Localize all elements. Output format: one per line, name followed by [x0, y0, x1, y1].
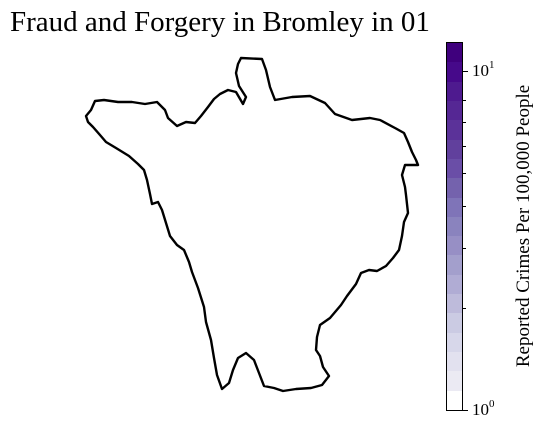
- colorbar: [446, 42, 463, 411]
- colorbar-step: [447, 274, 462, 295]
- colorbar-tick-label-1: 100: [472, 398, 495, 419]
- colorbar-step: [447, 236, 462, 256]
- colorbar-step: [447, 197, 462, 217]
- colorbar-step: [447, 178, 462, 198]
- colorbar-minor-tick: [463, 122, 466, 123]
- colorbar-minor-tick: [463, 308, 466, 309]
- colorbar-step: [447, 43, 462, 63]
- colorbar-minor-tick: [463, 206, 466, 207]
- colorbar-major-tick: [463, 410, 468, 411]
- colorbar-step: [447, 390, 462, 410]
- colorbar-step: [447, 158, 462, 179]
- colorbar-tick-label-10: 101: [472, 59, 495, 80]
- colorbar-step: [447, 313, 462, 333]
- colorbar-step: [447, 81, 462, 101]
- bromley-boundary: [84, 56, 420, 393]
- colorbar-step: [447, 139, 462, 159]
- colorbar-step: [447, 352, 462, 372]
- colorbar-step: [447, 100, 462, 121]
- map-title: Fraud and Forgery in Bromley in 01: [10, 6, 430, 38]
- colorbar-minor-tick: [463, 100, 466, 101]
- colorbar-step: [447, 120, 462, 140]
- colorbar-step: [447, 332, 462, 352]
- colorbar-major-tick: [463, 71, 468, 72]
- colorbar-minor-tick: [463, 248, 466, 249]
- colorbar-step: [447, 216, 462, 237]
- colorbar-step: [447, 255, 462, 275]
- colorbar-minor-tick: [463, 173, 466, 174]
- colorbar-step: [447, 371, 462, 391]
- colorbar-step: [447, 62, 462, 82]
- colorbar-step: [447, 294, 462, 314]
- colorbar-minor-tick: [463, 146, 466, 147]
- colorbar-label: Reported Crimes Per 100,000 People: [513, 84, 534, 368]
